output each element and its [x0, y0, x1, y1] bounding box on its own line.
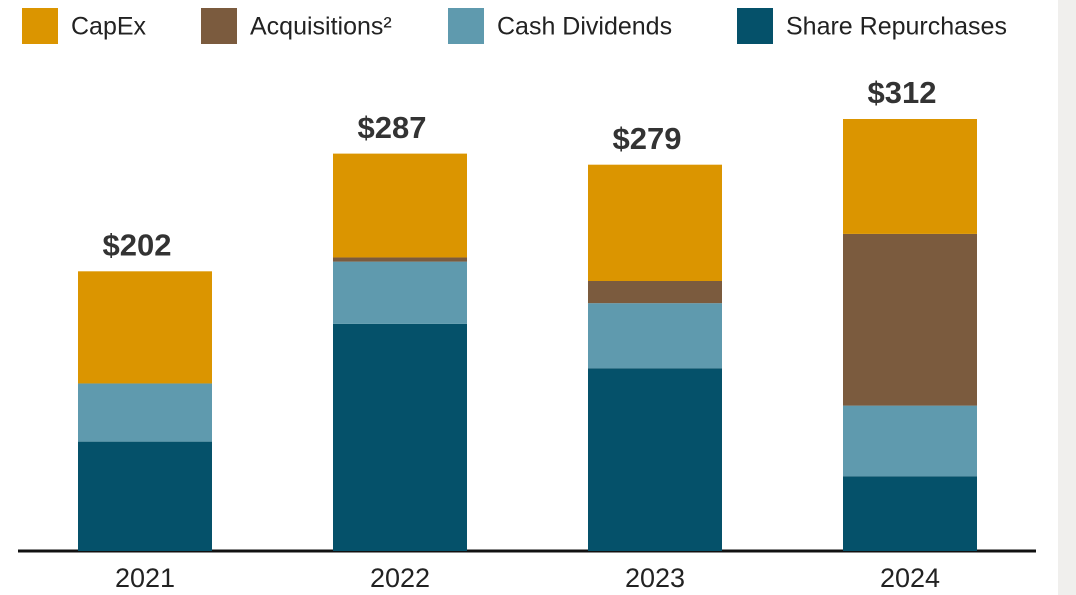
bar-segment [78, 383, 212, 442]
legend-label: Acquisitions² [250, 13, 392, 41]
bar-segment [588, 303, 722, 369]
x-tick-label: 2022 [370, 563, 430, 593]
bar-segment [843, 233, 977, 406]
bar-segment [843, 405, 977, 477]
x-tick-label: 2021 [115, 563, 175, 593]
bar-segment [78, 441, 212, 551]
bar-segment [843, 476, 977, 551]
legend-swatch [22, 8, 58, 44]
total-label: $312 [868, 75, 937, 110]
side-panel [1058, 0, 1076, 595]
legend-swatch [448, 8, 484, 44]
total-label: $287 [358, 110, 427, 145]
legend-swatch [737, 8, 773, 44]
bar-segment [333, 257, 467, 262]
x-tick-label: 2024 [880, 563, 940, 593]
bar-segment [588, 164, 722, 281]
legend-label: Cash Dividends [497, 13, 672, 41]
total-label: $279 [613, 121, 682, 156]
bar-segment [588, 368, 722, 551]
bar-segment [78, 271, 212, 384]
bar-segment [333, 323, 467, 551]
bar-segment [333, 153, 467, 258]
legend-label: CapEx [71, 13, 147, 41]
bar-segment [333, 261, 467, 324]
bar-segment [588, 281, 722, 304]
legend-label: Share Repurchases [786, 13, 1007, 41]
total-label: $202 [103, 227, 172, 262]
legend-swatch [201, 8, 237, 44]
x-tick-label: 2023 [625, 563, 685, 593]
bar-segment [843, 119, 977, 234]
